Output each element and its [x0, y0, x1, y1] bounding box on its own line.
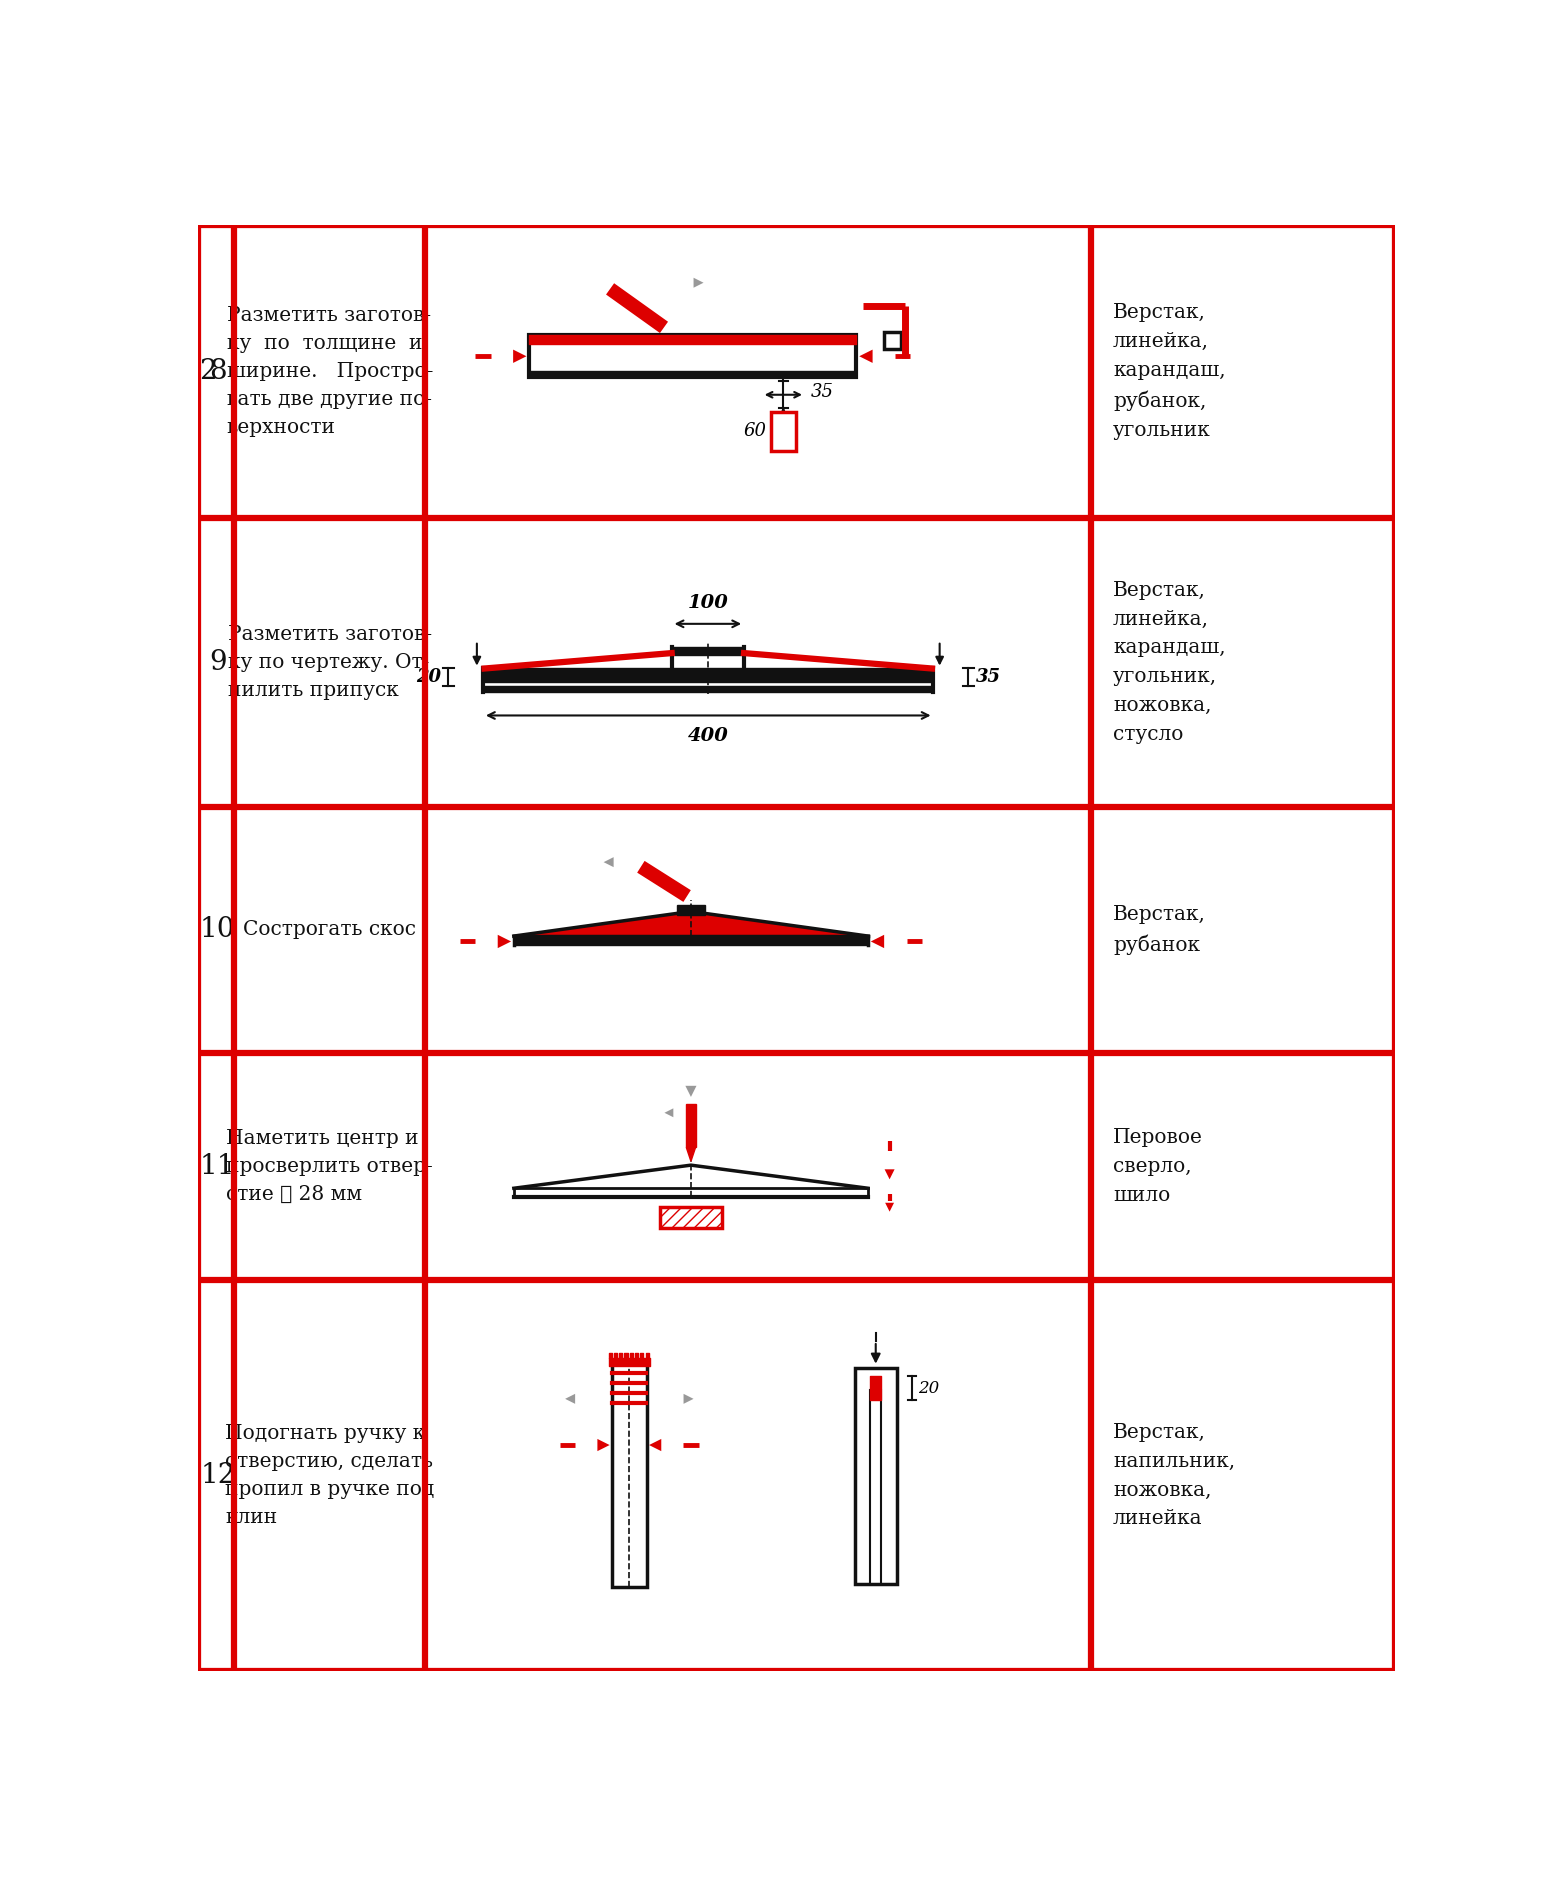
Text: 20: 20: [415, 669, 441, 685]
Text: 2: 2: [199, 359, 218, 385]
Text: Наметить центр и
просверлить отвер-
стие ⌀ 28 мм: Наметить центр и просверлить отвер- стие…: [227, 1129, 434, 1204]
Text: Сострогать скос: Сострогать скос: [244, 920, 416, 939]
Bar: [678, 905, 706, 915]
Text: 60: 60: [743, 423, 766, 439]
Bar: [771, 411, 796, 451]
Text: Подогнать ручку к
отверстию, сделать
пропил в ручке под
клин: Подогнать ручку к отверстию, сделать про…: [225, 1424, 435, 1527]
Text: 9: 9: [208, 648, 227, 676]
Text: 10: 10: [200, 916, 236, 943]
Text: Разметить заготов-
ку по чертежу. От-
пилить припуск: Разметить заготов- ку по чертежу. От- пи…: [228, 625, 432, 700]
Text: 400: 400: [687, 727, 729, 746]
Text: Верстак,
линейка,
карандаш,
рубанок,
угольник: Верстак, линейка, карандаш, рубанок, уго…: [1113, 304, 1226, 439]
Bar: [884, 332, 901, 349]
Text: 35: 35: [976, 669, 1001, 685]
Text: Верстак,
рубанок: Верстак, рубанок: [1113, 905, 1206, 956]
Text: Разметить заготов-
ку  по  толщине  и
ширине.   Простро-
гать две другие по-
вер: Разметить заготов- ку по толщине и ширин…: [227, 306, 434, 438]
Bar: [660, 1208, 721, 1228]
Polygon shape: [514, 911, 692, 935]
Text: 35: 35: [810, 383, 833, 402]
Bar: [612, 1363, 646, 1587]
Text: 8: 8: [208, 359, 227, 385]
Polygon shape: [687, 1147, 696, 1161]
Text: Верстак,
линейка,
карандаш,
угольник,
ножовка,
стусло: Верстак, линейка, карандаш, угольник, но…: [1113, 580, 1226, 744]
Text: 20: 20: [918, 1380, 939, 1397]
Text: 100: 100: [687, 593, 729, 612]
Bar: [530, 334, 856, 377]
Bar: [687, 1104, 696, 1147]
Text: 11: 11: [200, 1153, 236, 1179]
Text: 12: 12: [200, 1463, 236, 1489]
Text: Верстак,
напильник,
ножовка,
линейка: Верстак, напильник, ножовка, линейка: [1113, 1424, 1235, 1529]
Polygon shape: [692, 911, 869, 935]
Text: Перовое
сверло,
шило: Перовое сверло, шило: [1113, 1129, 1203, 1206]
Bar: [855, 1367, 897, 1583]
